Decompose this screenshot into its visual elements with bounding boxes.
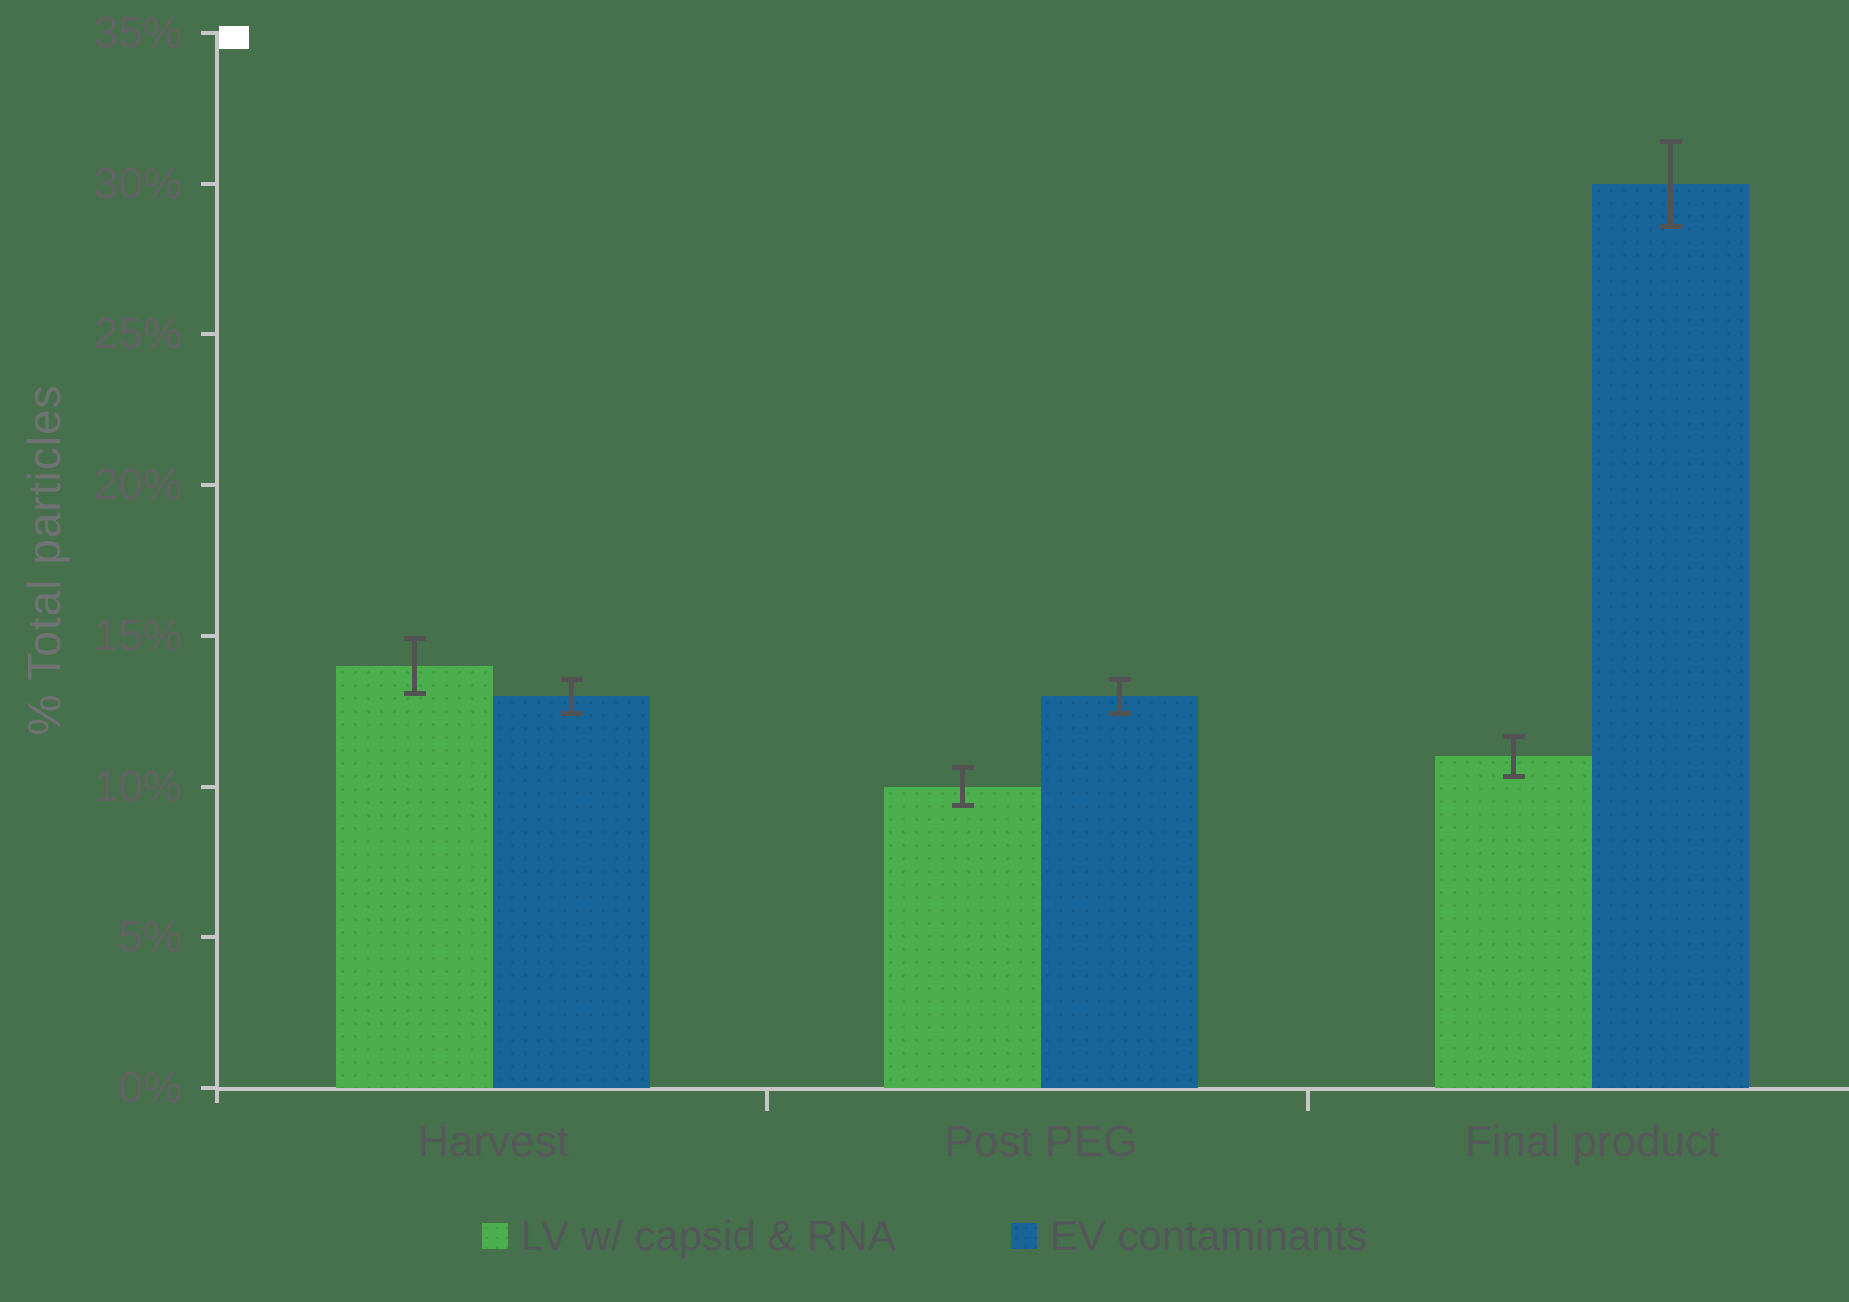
y-tick	[201, 935, 215, 940]
category-label-final-product: Final product	[1464, 1117, 1720, 1166]
y-tick-label: 20%	[93, 460, 182, 510]
y-axis-title: % Total particles	[18, 384, 70, 736]
y-tick	[201, 332, 215, 337]
y-tick-label: 15%	[93, 610, 182, 660]
x-tick	[765, 1088, 769, 1111]
bar-final-product-lv	[1435, 756, 1592, 1088]
x-tick	[1306, 1088, 1310, 1111]
error-bar-line	[412, 635, 417, 697]
y-tick-label: 0%	[118, 1063, 182, 1112]
error-bar-post-peg-ev	[1108, 676, 1131, 716]
error-bar-line	[569, 676, 574, 716]
legend-label-lv: LV w/ capsid & RNA	[520, 1212, 896, 1259]
y-axis-line	[215, 31, 219, 1103]
y-tick-label: 35%	[93, 8, 182, 57]
error-bar-final-product-lv	[1502, 733, 1525, 780]
legend: LV w/ capsid & RNA EV contaminants	[0, 1210, 1849, 1262]
legend-swatch-ev	[1010, 1223, 1037, 1249]
legend-item-ev: EV contaminants	[1010, 1210, 1368, 1262]
error-bar-harvest-lv	[403, 635, 426, 697]
y-tick-label: 30%	[93, 158, 182, 208]
error-bar-line	[1668, 138, 1673, 229]
error-bar-bottom-cap	[951, 802, 974, 808]
error-bar-bottom-cap	[1502, 774, 1525, 780]
category-label-post-peg: Post PEG	[944, 1117, 1138, 1166]
error-bar-bottom-cap	[403, 691, 426, 697]
white-artifact-box	[219, 26, 249, 49]
error-bar-final-product-ev	[1659, 138, 1682, 229]
y-tick	[201, 633, 215, 638]
x-axis-line	[215, 1087, 1849, 1091]
error-bar-bottom-cap	[560, 710, 583, 716]
y-tick	[201, 483, 215, 488]
y-tick	[201, 1086, 215, 1090]
error-bar-line	[1511, 733, 1516, 780]
error-bar-bottom-cap	[1108, 710, 1131, 716]
bar-post-peg-ev	[1041, 696, 1198, 1088]
y-tick-label: 5%	[118, 912, 182, 962]
error-bar-line	[1117, 676, 1122, 716]
error-bar-bottom-cap	[1659, 223, 1682, 229]
bar-harvest-lv	[336, 666, 493, 1088]
y-tick	[201, 784, 215, 789]
legend-swatch-lv	[481, 1223, 508, 1249]
y-tick-label: 25%	[93, 309, 182, 359]
error-bar-harvest-ev	[560, 676, 583, 716]
legend-label-ev: EV contaminants	[1049, 1212, 1368, 1259]
y-tick	[201, 181, 215, 186]
bar-final-product-ev	[1592, 183, 1749, 1088]
category-label-harvest: Harvest	[417, 1117, 569, 1166]
bar-harvest-ev	[493, 696, 650, 1088]
error-bar-post-peg-lv	[951, 765, 974, 808]
error-bar-line	[960, 765, 965, 808]
bar-post-peg-lv	[884, 786, 1041, 1088]
y-tick-label: 10%	[93, 761, 182, 811]
legend-item-lv: LV w/ capsid & RNA	[481, 1210, 896, 1262]
y-tick	[201, 31, 215, 35]
